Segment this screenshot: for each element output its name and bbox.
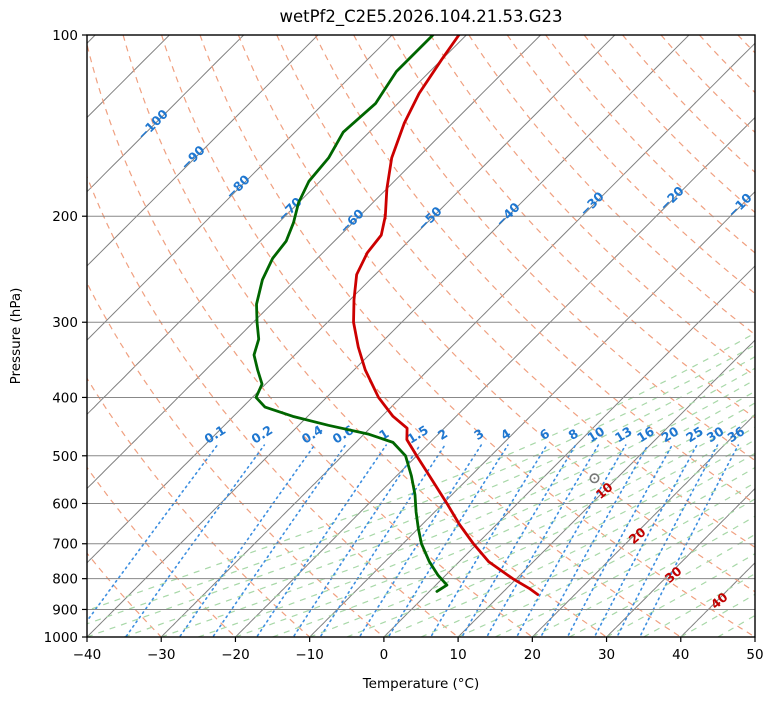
sounding-profiles: [252, 35, 540, 596]
isotherm-line: [87, 35, 467, 416]
y-tick-label: 200: [52, 209, 78, 225]
dry-adiabat-line: [353, 35, 755, 462]
moist-adiabat-line: [198, 390, 755, 637]
x-tick-label: 0: [380, 647, 389, 663]
isotherm-line: [87, 35, 393, 341]
dry-adiabat-line: [468, 35, 755, 336]
x-tick-label: 10: [450, 647, 467, 663]
dry-adiabat-line: [237, 35, 755, 593]
moist-adiabat-line: [420, 466, 755, 637]
x-tick-label: 40: [672, 647, 689, 663]
x-axis-label: Temperature (°C): [362, 676, 480, 692]
mixing-ratio-line: [566, 444, 673, 637]
dry-adiabat-line: [276, 35, 755, 549]
x-tick-label: 20: [524, 647, 541, 663]
mixing-ratio-line: [124, 444, 266, 637]
lcl-marker-center: [593, 477, 596, 480]
isotherm-line: [457, 339, 755, 637]
y-tick-label: 900: [52, 602, 78, 618]
isotherm-line: [531, 413, 755, 637]
isotherm-line: [87, 35, 541, 490]
y-tick-label: 400: [52, 390, 78, 406]
moist-adiabat-line: [383, 452, 755, 637]
mixing-ratio-line: [358, 444, 482, 637]
x-tick-label: 50: [746, 647, 763, 663]
moist-adiabat-line: [272, 414, 755, 637]
dry-adiabat-line: [87, 281, 385, 637]
isotherm-line: [87, 35, 690, 637]
y-axis-label: Pressure (hPa): [8, 288, 24, 385]
dry-adiabat-line: [161, 35, 682, 637]
moist-adiabat-line: [346, 439, 755, 637]
mixing-ratio-line: [593, 444, 698, 637]
plot-border: [86, 34, 756, 638]
mixing-ratio-line: [211, 444, 347, 637]
y-tick-label: 500: [52, 449, 78, 465]
x-tick-label: −30: [147, 647, 176, 663]
moist-adiabat-line: [606, 552, 755, 637]
y-tick-label: 800: [52, 572, 78, 588]
profile-markers: [589, 473, 600, 484]
mixing-ratio-line: [292, 444, 421, 637]
isotherm-line: [606, 487, 755, 637]
dry-adiabat-line: [87, 174, 459, 637]
moist-adiabat-line: [87, 356, 755, 637]
profile-line-temperature: [352, 35, 540, 596]
moist-adiabat-line: [494, 498, 755, 637]
mixing-ratio-line: [319, 444, 446, 637]
dry-adiabat-line: [314, 35, 755, 505]
mixing-ratio-line: [460, 444, 577, 637]
isotherm-line: [87, 35, 616, 564]
dry-adiabat-line: [87, 552, 162, 637]
y-tick-label: 700: [52, 537, 78, 553]
isotherm-line: [160, 42, 755, 637]
profile-line-dewpoint: [252, 35, 449, 593]
x-tick-label: −40: [73, 647, 102, 663]
mixing-ratio-line: [616, 444, 719, 637]
isotherm-line: [383, 265, 755, 637]
moist-adiabat-line: [643, 572, 755, 637]
mixing-ratio-line: [539, 444, 649, 637]
moist-adiabat-line: [87, 332, 755, 612]
mixing-ratio-line: [178, 444, 316, 637]
y-tick-label: 300: [52, 315, 78, 331]
moist-adiabat-line: [457, 482, 755, 637]
mixing-ratio-line: [485, 444, 600, 637]
mixing-ratio-line: [638, 444, 740, 637]
mixing-ratio-line: [429, 444, 548, 637]
dry-adiabat-line: [199, 35, 755, 637]
isotherm-line: [235, 116, 755, 637]
dry-adiabat-line: [122, 35, 607, 637]
y-tick-label: 600: [52, 496, 78, 512]
x-tick-label: −10: [295, 647, 324, 663]
y-tick-label: 1000: [44, 630, 78, 646]
mixing-ratio-line: [515, 444, 627, 637]
y-tick-label: 100: [52, 28, 78, 44]
background-grid-lines: [87, 35, 755, 637]
moist-adiabat-line: [235, 402, 755, 637]
mixing-ratio-line: [87, 444, 219, 623]
dry-adiabat-line: [87, 41, 533, 637]
mixing-ratio-line: [255, 444, 387, 637]
x-tick-label: 30: [598, 647, 615, 663]
x-tick-label: −20: [221, 647, 250, 663]
chart-title: wetPf2_C2E5.2026.104.21.53.G23: [279, 7, 562, 27]
isotherm-line: [680, 562, 755, 637]
dry-adiabat-line: [87, 466, 236, 637]
